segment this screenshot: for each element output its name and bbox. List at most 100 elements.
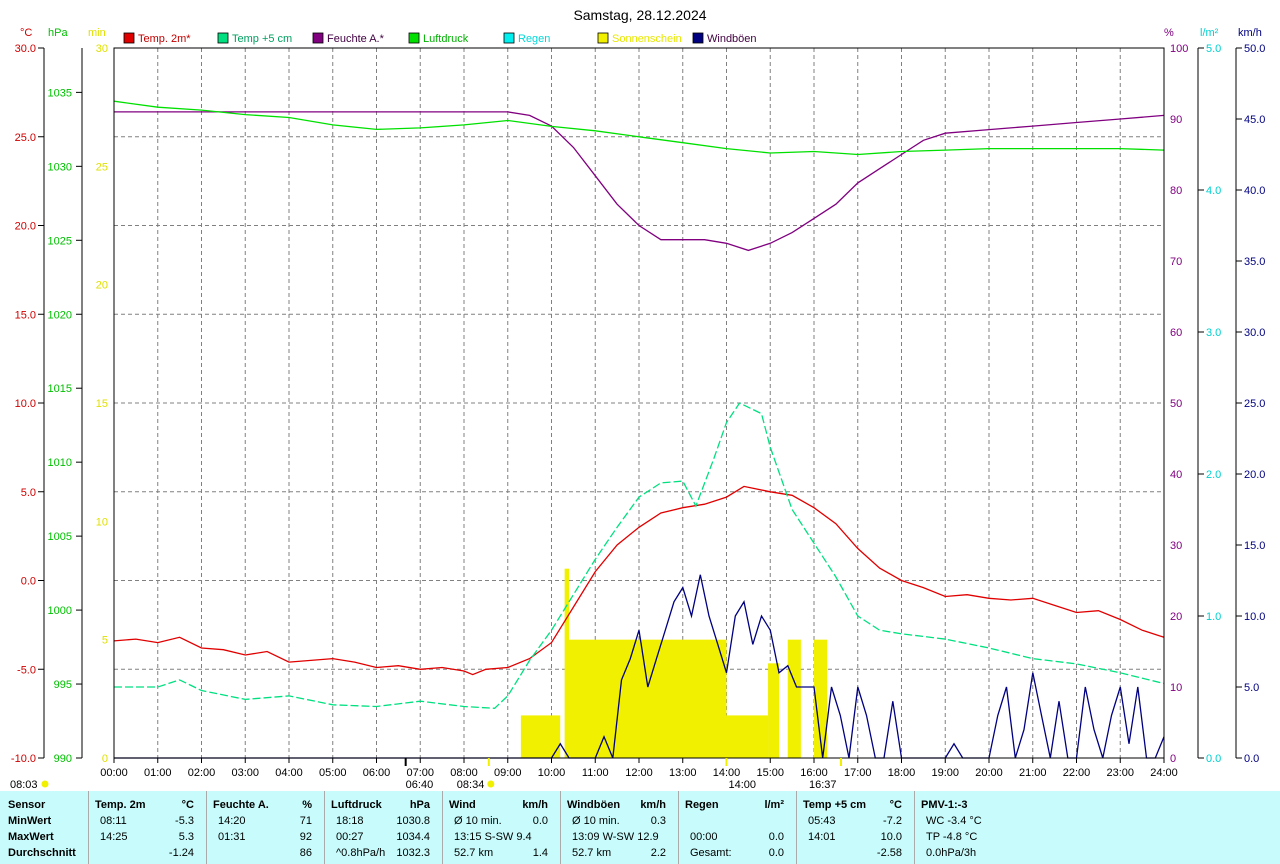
temp-tick-2: 20.0 xyxy=(15,221,36,233)
x-tick-15: 15:00 xyxy=(756,767,784,779)
legend-label-5: Sonnenschein xyxy=(612,33,682,45)
humidity-tick-2: 80 xyxy=(1170,185,1182,197)
stats-cell: 10.0 xyxy=(880,831,902,843)
stats-cell: 1032.3 xyxy=(396,847,430,859)
legend-label-2: Feuchte A.* xyxy=(327,33,385,45)
stats-cell: 0.0hPa/3h xyxy=(926,847,977,859)
sun-tick-5: 5 xyxy=(102,635,108,647)
series-line-1 xyxy=(114,402,1165,709)
marker-left-time: 08:03 xyxy=(10,779,38,791)
x-tick-12: 12:00 xyxy=(625,767,653,779)
pressure-tick-1: 1030 xyxy=(48,161,72,173)
x-tick-20: 20:00 xyxy=(975,767,1003,779)
x-tick-17: 17:00 xyxy=(844,767,872,779)
rain-tick-2: 3.0 xyxy=(1206,327,1221,339)
sunrise-sun xyxy=(487,780,495,788)
legend-label-4: Regen xyxy=(518,33,550,45)
stats-cell: Regen xyxy=(685,799,719,811)
sun-bar-9 xyxy=(814,639,828,758)
sun-unit: min xyxy=(88,27,106,39)
noon-label: 14:00 xyxy=(729,779,757,791)
wind-tick-0: 50.0 xyxy=(1244,43,1265,55)
rain-tick-5: 0.0 xyxy=(1206,753,1221,765)
legend-label-0: Temp. 2m* xyxy=(138,33,191,45)
humidity-tick-4: 60 xyxy=(1170,327,1182,339)
pressure-tick-3: 1020 xyxy=(48,309,72,321)
x-tick-1: 01:00 xyxy=(144,767,172,779)
stats-cell: Windböen xyxy=(567,799,621,811)
stats-cell: 00:00 xyxy=(690,831,718,843)
stats-cell: 0.0 xyxy=(532,815,548,827)
stats-cell: l/m² xyxy=(764,799,784,811)
rain-unit: l/m² xyxy=(1200,27,1219,39)
x-tick-11: 11:00 xyxy=(582,767,609,779)
stats-cell: Durchschnitt xyxy=(8,847,76,859)
stats-cell: °C xyxy=(181,799,194,811)
pressure-tick-6: 1005 xyxy=(48,531,72,543)
humidity-tick-7: 30 xyxy=(1170,540,1182,552)
legend-swatch-2 xyxy=(312,32,324,44)
stats-column-divider xyxy=(796,791,797,864)
stats-cell: 18:18 xyxy=(336,815,364,827)
pressure-unit: hPa xyxy=(48,27,68,39)
pressure-tick-9: 990 xyxy=(54,753,72,765)
stats-cell: 2.2 xyxy=(650,847,666,859)
stats-cell: Ø 10 min. xyxy=(454,815,502,827)
stats-cell: 71 xyxy=(299,815,312,827)
sun-bar-7 xyxy=(787,639,801,758)
pressure-tick-2: 1025 xyxy=(48,235,72,247)
stats-cell: 01:31 xyxy=(218,831,246,843)
temp-tick-8: -10.0 xyxy=(11,753,36,765)
sun-tick-4: 10 xyxy=(96,516,108,528)
temp-tick-6: 0.0 xyxy=(21,576,36,588)
sun-bar-5 xyxy=(768,663,779,758)
x-tick-24: 24:00 xyxy=(1150,767,1178,779)
dawn-label: 06:40 xyxy=(406,779,434,791)
wind-tick-8: 10.0 xyxy=(1244,611,1265,623)
stats-cell: MinWert xyxy=(8,815,52,827)
rain-tick-1: 4.0 xyxy=(1206,185,1221,197)
chart-title: Samstag, 28.12.2024 xyxy=(573,7,706,23)
x-axis-ticks: 00:00 01:00 02:00 03:00 04:00 05:00 06:00 07:00… xyxy=(100,758,1178,779)
marker-left-sun xyxy=(41,780,49,788)
temp-tick-7: -5.0 xyxy=(17,664,36,676)
sun-tick-3: 15 xyxy=(96,398,108,410)
x-tick-2: 02:00 xyxy=(188,767,216,779)
stats-column-divider xyxy=(678,791,679,864)
axis-units: °C hPa min% l/m² km/h xyxy=(20,27,1262,39)
wind-tick-9: 5.0 xyxy=(1244,682,1259,694)
stats-cell: Ø 10 min. xyxy=(572,815,620,827)
legend-label-6: Windböen xyxy=(707,33,757,45)
stats-cell: 1030.8 xyxy=(396,815,430,827)
wind-tick-7: 15.0 xyxy=(1244,540,1265,552)
x-tick-9: 09:00 xyxy=(494,767,522,779)
stats-cell: 0.3 xyxy=(650,815,666,827)
stats-cell: 92 xyxy=(299,831,312,843)
sun-tick-0: 30 xyxy=(96,43,108,55)
humidity-tick-8: 20 xyxy=(1170,611,1182,623)
stats-cell: 1.4 xyxy=(532,847,548,859)
x-tick-3: 03:00 xyxy=(231,767,259,779)
x-tick-23: 23:00 xyxy=(1106,767,1134,779)
x-tick-7: 07:00 xyxy=(406,767,434,779)
stats-cell: Wind xyxy=(449,799,476,811)
legend-swatch-1 xyxy=(217,32,229,44)
sun-bar-3 xyxy=(569,639,727,758)
stats-cell: 0.0 xyxy=(768,847,784,859)
pressure-tick-0: 1035 xyxy=(48,87,72,99)
wind-tick-3: 35.0 xyxy=(1244,256,1265,268)
humidity-tick-3: 70 xyxy=(1170,256,1182,268)
stats-cell: °C xyxy=(889,799,902,811)
humidity-tick-0: 100 xyxy=(1170,43,1188,55)
stats-cell: PMV-1:-3 xyxy=(921,799,968,811)
stats-cell: km/h xyxy=(522,799,548,811)
stats-cell: 1034.4 xyxy=(396,831,430,843)
stats-column-divider xyxy=(324,791,325,864)
stats-cell: Gesamt: xyxy=(690,847,732,859)
stats-cell: -5.3 xyxy=(175,815,194,827)
temp-tick-5: 5.0 xyxy=(21,487,36,499)
temp-tick-1: 25.0 xyxy=(15,132,36,144)
stats-cell: hPa xyxy=(409,799,430,811)
stats-cell: Temp. 2m xyxy=(95,799,146,811)
stats-cell: -1.24 xyxy=(168,847,194,859)
